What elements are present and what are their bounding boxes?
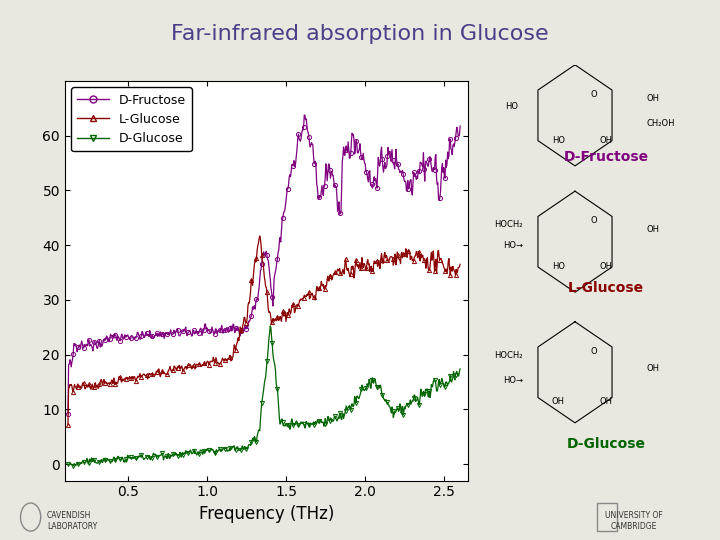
Text: L-Glucose: L-Glucose xyxy=(568,281,644,295)
Text: UNIVERSITY OF
CAMBRIDGE: UNIVERSITY OF CAMBRIDGE xyxy=(605,511,662,531)
Text: D-Glucose: D-Glucose xyxy=(567,437,645,451)
Text: HO: HO xyxy=(552,136,565,145)
Text: O: O xyxy=(590,216,597,225)
Text: HOCH₂: HOCH₂ xyxy=(494,220,523,230)
Text: OH: OH xyxy=(599,262,613,272)
Text: Far-infrared absorption in Glucose: Far-infrared absorption in Glucose xyxy=(171,24,549,44)
Text: HO: HO xyxy=(552,262,565,272)
Text: OH: OH xyxy=(647,225,660,234)
Text: HO: HO xyxy=(505,103,518,111)
Text: OH: OH xyxy=(647,94,660,103)
Text: O: O xyxy=(590,347,597,356)
X-axis label: Frequency (THz): Frequency (THz) xyxy=(199,505,334,523)
Text: OH: OH xyxy=(552,397,565,406)
Text: CAVENDISH
LABORATORY: CAVENDISH LABORATORY xyxy=(47,511,97,531)
Bar xyxy=(596,503,617,531)
Text: D-Fructose: D-Fructose xyxy=(563,151,649,165)
Text: OH: OH xyxy=(647,363,660,373)
Legend: D-Fructose, L-Glucose, D-Glucose: D-Fructose, L-Glucose, D-Glucose xyxy=(71,87,192,151)
Text: OH: OH xyxy=(599,136,613,145)
Text: O: O xyxy=(590,90,597,99)
Text: HOCH₂: HOCH₂ xyxy=(494,351,523,360)
Text: HO→: HO→ xyxy=(503,241,523,251)
Text: CH₂OH: CH₂OH xyxy=(647,119,675,129)
Text: HO→: HO→ xyxy=(503,376,523,385)
Text: OH: OH xyxy=(599,397,613,406)
